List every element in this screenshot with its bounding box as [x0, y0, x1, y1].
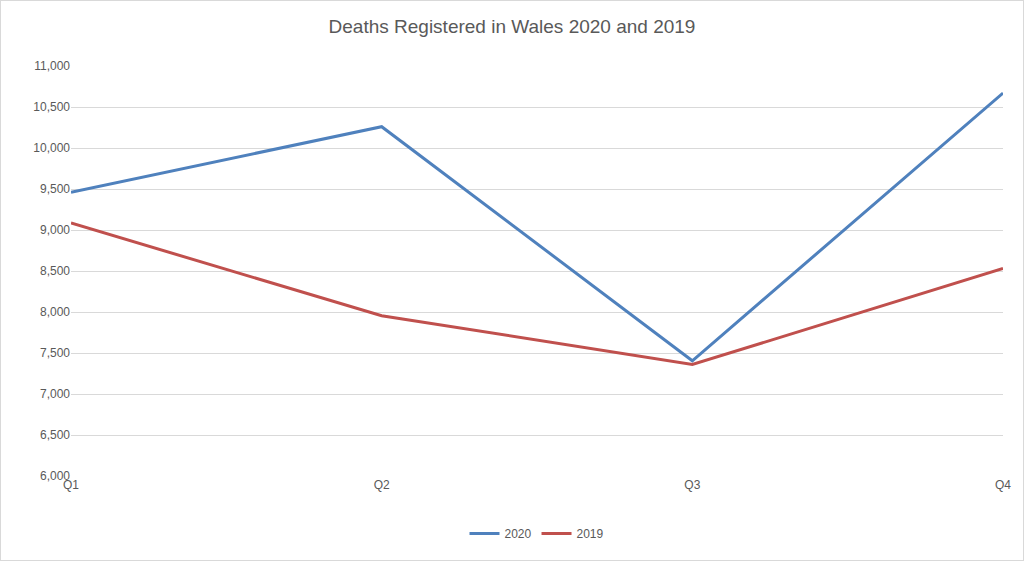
svg-text:7,500: 7,500: [40, 346, 70, 360]
svg-text:10,500: 10,500: [33, 100, 70, 114]
svg-text:Q2: Q2: [374, 478, 390, 492]
svg-text:Deaths Registered in Wales 202: Deaths Registered in Wales 2020 and 2019: [329, 16, 696, 37]
svg-text:11,000: 11,000: [34, 59, 70, 73]
svg-text:7,000: 7,000: [40, 387, 70, 401]
svg-text:9,000: 9,000: [40, 223, 70, 237]
svg-text:6,000: 6,000: [40, 469, 70, 483]
svg-text:2019: 2019: [577, 527, 604, 541]
svg-text:Q4: Q4: [995, 478, 1011, 492]
svg-text:6,500: 6,500: [40, 428, 70, 442]
svg-text:9,500: 9,500: [40, 182, 70, 196]
svg-text:8,500: 8,500: [40, 264, 70, 278]
svg-text:Q3: Q3: [684, 478, 700, 492]
svg-text:10,000: 10,000: [33, 141, 70, 155]
svg-text:Q1: Q1: [63, 478, 79, 492]
svg-text:2020: 2020: [505, 527, 532, 541]
svg-text:8,000: 8,000: [40, 305, 70, 319]
